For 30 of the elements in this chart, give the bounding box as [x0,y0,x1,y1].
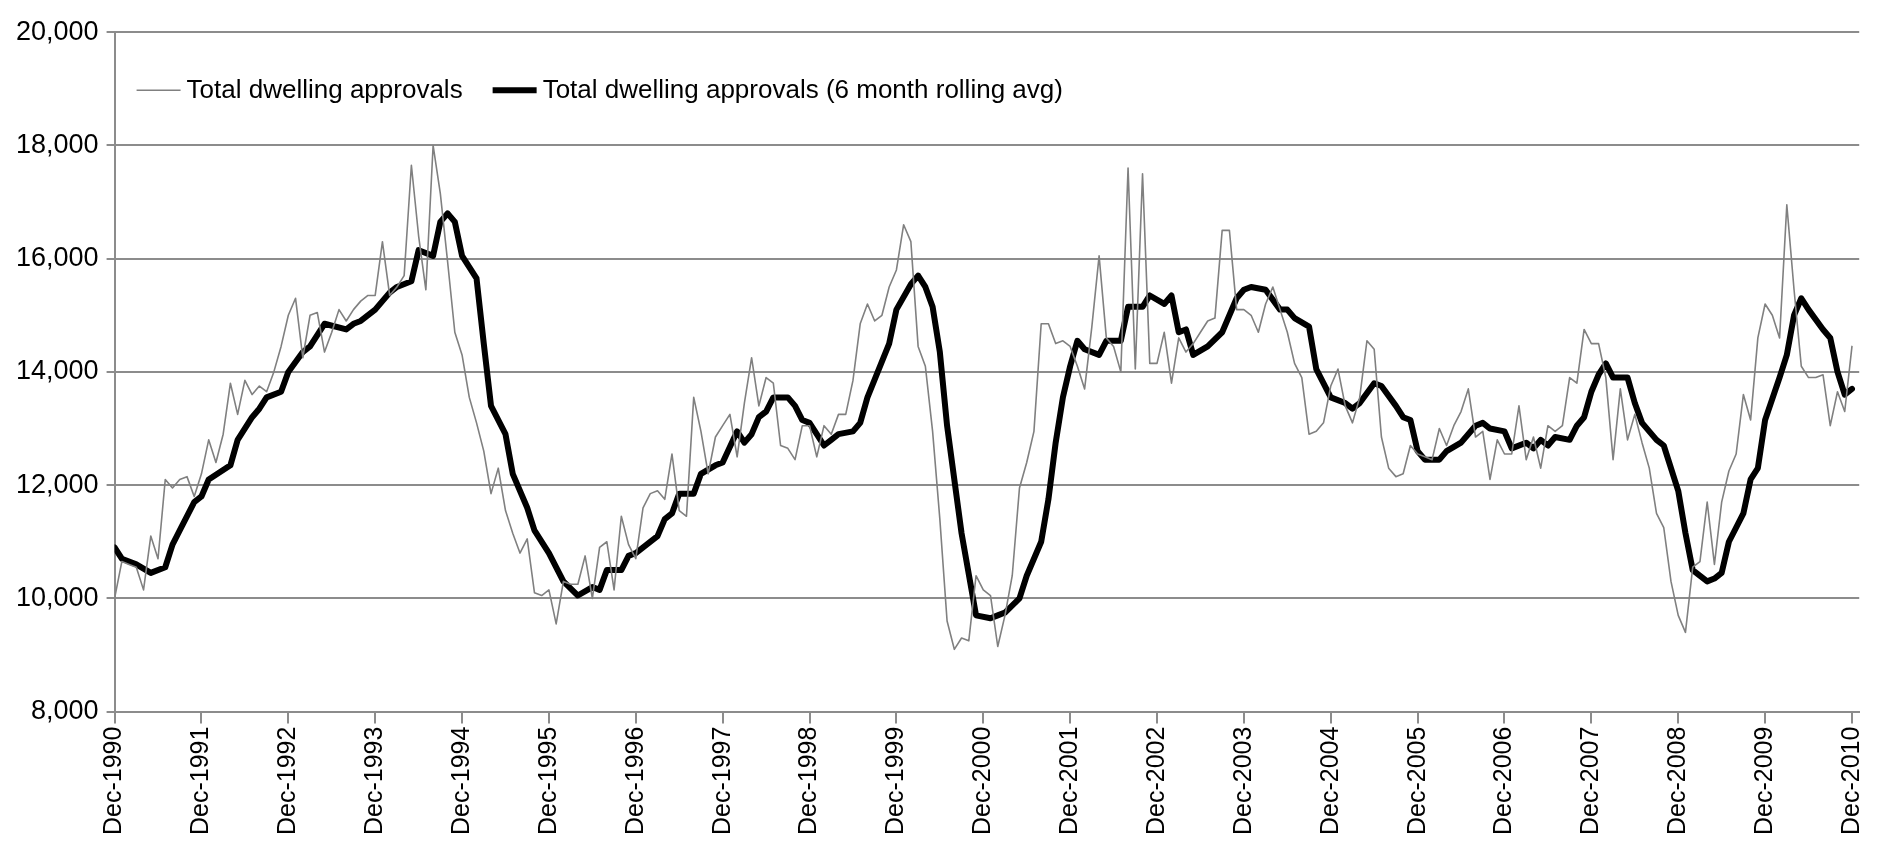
x-tick-label: Dec-2010 [1835,726,1864,836]
x-tick-label: Dec-1992 [272,726,301,836]
x-tick-label: Dec-1990 [98,726,127,836]
y-tick-label: 16,000 [15,242,99,273]
x-tick-label: Dec-1998 [793,726,822,836]
legend-label: Total dwelling approvals (6 month rolling avg) [542,74,1063,105]
x-tick-label: Dec-1995 [532,726,561,836]
x-tick-label: Dec-2005 [1401,726,1430,836]
y-tick-label: 8,000 [31,695,99,726]
legend-label: Total dwelling approvals [186,74,463,105]
x-tick-label: Dec-2006 [1488,726,1517,836]
x-tick-label: Dec-2004 [1314,726,1343,836]
x-tick-label: Dec-2003 [1227,726,1256,836]
x-tick-label: Dec-1999 [880,726,909,836]
y-tick-label: 10,000 [15,581,99,612]
x-tick-label: Dec-1996 [619,726,648,836]
x-tick-label: Dec-2007 [1575,726,1604,836]
x-tick-label: Dec-2009 [1748,726,1777,836]
y-tick-label: 14,000 [15,355,99,386]
x-tick-label: Dec-2000 [967,726,996,836]
x-tick-label: Dec-2002 [1140,726,1169,836]
y-tick-label: 18,000 [15,128,99,159]
y-tick-label: 20,000 [15,15,99,46]
x-tick-label: Dec-2008 [1662,726,1691,836]
x-tick-label: Dec-1991 [185,726,214,836]
x-tick-label: Dec-1994 [445,726,474,836]
x-tick-label: Dec-2001 [1054,726,1083,836]
y-tick-label: 12,000 [15,468,99,499]
x-tick-label: Dec-1997 [706,726,735,836]
x-tick-label: Dec-1993 [359,726,388,836]
